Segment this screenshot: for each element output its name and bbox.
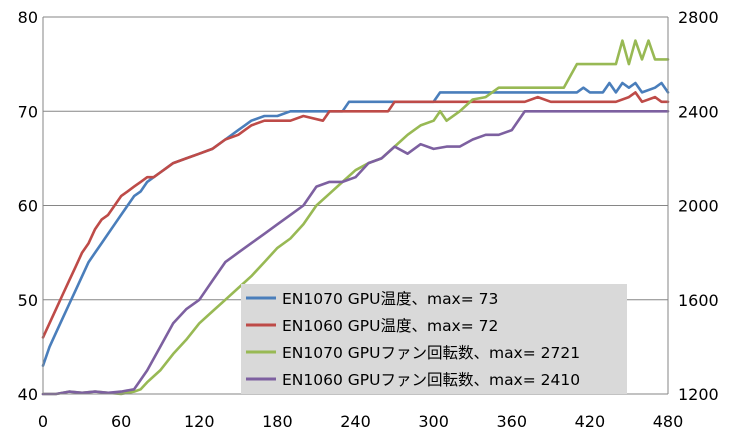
x-tick-label: 360 — [496, 412, 527, 431]
legend-entry: EN1070 GPUファン回転数、max= 2721 — [282, 344, 580, 362]
legend: EN1070 GPU温度、max= 73 EN1060 GPU温度、max= 72… — [241, 284, 627, 394]
x-tick-label: 240 — [340, 412, 371, 431]
right-tick-label: 2800 — [678, 8, 719, 27]
x-tick-label: 60 — [111, 412, 131, 431]
left-axis-ticks: 40 50 60 70 80 — [18, 8, 38, 404]
legend-entry: EN1060 GPUファン回転数、max= 2410 — [282, 371, 580, 389]
right-axis-ticks: 1200 1600 2000 2400 2800 — [678, 8, 719, 404]
x-tick-label: 120 — [184, 412, 215, 431]
series-line-1 — [41, 81, 670, 368]
x-tick-label: 0 — [38, 412, 48, 431]
right-tick-label: 2000 — [678, 197, 719, 216]
right-tick-label: 1600 — [678, 291, 719, 310]
legend-entry: EN1070 GPU温度、max= 73 — [282, 290, 498, 308]
left-tick-label: 70 — [18, 102, 38, 121]
left-tick-label: 60 — [18, 197, 38, 216]
left-tick-label: 80 — [18, 8, 38, 27]
legend-box — [241, 284, 627, 394]
x-tick-label: 300 — [418, 412, 449, 431]
right-tick-label: 2400 — [678, 102, 719, 121]
x-tick-label: 180 — [262, 412, 293, 431]
x-axis-ticks: 0 60 120 180 240 300 360 420 480 — [38, 412, 683, 431]
left-tick-label: 50 — [18, 291, 38, 310]
right-tick-label: 1200 — [678, 385, 719, 404]
x-tick-label: 420 — [575, 412, 606, 431]
series-line-2 — [41, 91, 670, 339]
left-tick-label: 40 — [18, 385, 38, 404]
legend-entry: EN1060 GPU温度、max= 72 — [282, 317, 498, 335]
x-tick-label: 480 — [653, 412, 684, 431]
series-lines — [41, 39, 670, 396]
series-line-4 — [41, 110, 670, 396]
